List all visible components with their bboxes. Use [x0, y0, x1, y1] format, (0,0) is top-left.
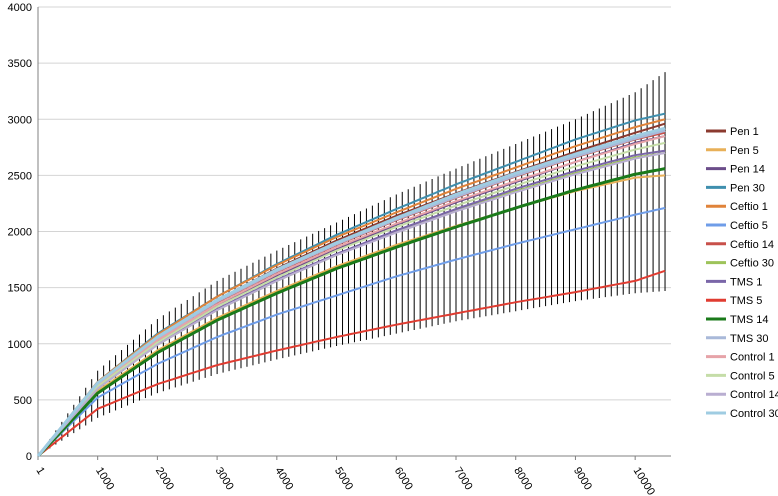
y-tick-label: 2500 [8, 170, 32, 182]
legend-label: Pen 14 [730, 164, 765, 176]
legend-label: TMS 1 [730, 276, 762, 288]
legend-label: Pen 30 [730, 182, 765, 194]
series-line-control-30 [36, 126, 666, 457]
series-line-tms-14 [36, 167, 666, 458]
series-line-ceftio-14 [37, 131, 666, 457]
x-tick-label: 5000 [332, 465, 355, 492]
series-line-control-1 [37, 135, 666, 457]
x-tick-label: 8000 [511, 465, 534, 492]
legend-label: TMS 30 [730, 333, 769, 345]
series-line-pen-5 [37, 174, 666, 457]
y-tick-label: 1000 [8, 339, 32, 351]
series-line-tms-1 [37, 149, 666, 457]
y-tick-label: 500 [14, 395, 32, 407]
y-tick-label: 1500 [8, 283, 32, 295]
x-tick-label: 3000 [213, 465, 236, 492]
x-tick-label: 9000 [571, 465, 594, 492]
series-line-pen-14 [37, 135, 666, 457]
x-tick-label: 1 [33, 465, 46, 477]
legend-label: Control 14 [730, 389, 778, 401]
y-tick-label: 0 [26, 451, 32, 463]
x-tick-label: 1000 [93, 465, 116, 492]
legend-label: Control 5 [730, 370, 775, 382]
x-tick-label: 6000 [392, 465, 415, 492]
legend-label: TMS 5 [730, 295, 762, 307]
series-line-control-14 [37, 151, 666, 457]
series-line-ceftio-30 [37, 151, 666, 457]
legend-label: Control 1 [730, 352, 775, 364]
series-line-control-5 [37, 141, 666, 457]
x-tick-label: 4000 [272, 465, 295, 492]
legend-label: Ceftio 5 [730, 220, 768, 232]
legend-label: TMS 14 [730, 314, 769, 326]
x-tick-label: 7000 [451, 465, 474, 492]
series-line-pen-30 [37, 112, 666, 457]
y-tick-label: 4000 [8, 2, 32, 14]
legend-label: Ceftio 30 [730, 258, 774, 270]
legend-label: Ceftio 1 [730, 201, 768, 213]
y-tick-label: 2000 [8, 227, 32, 239]
y-tick-label: 3500 [8, 58, 32, 70]
series-line-ceftio-5 [37, 206, 666, 457]
series-line-ceftio-1 [37, 118, 666, 457]
legend-label: Pen 5 [730, 145, 759, 157]
legend-label: Ceftio 14 [730, 239, 774, 251]
y-tick-label: 3000 [8, 114, 32, 126]
legend-label: Pen 1 [730, 126, 759, 138]
x-tick-label: 2000 [153, 465, 176, 492]
legend-label: Control 30 [730, 408, 778, 420]
x-tick-label: 10000 [631, 465, 657, 496]
series-line-tms-5 [37, 269, 666, 457]
